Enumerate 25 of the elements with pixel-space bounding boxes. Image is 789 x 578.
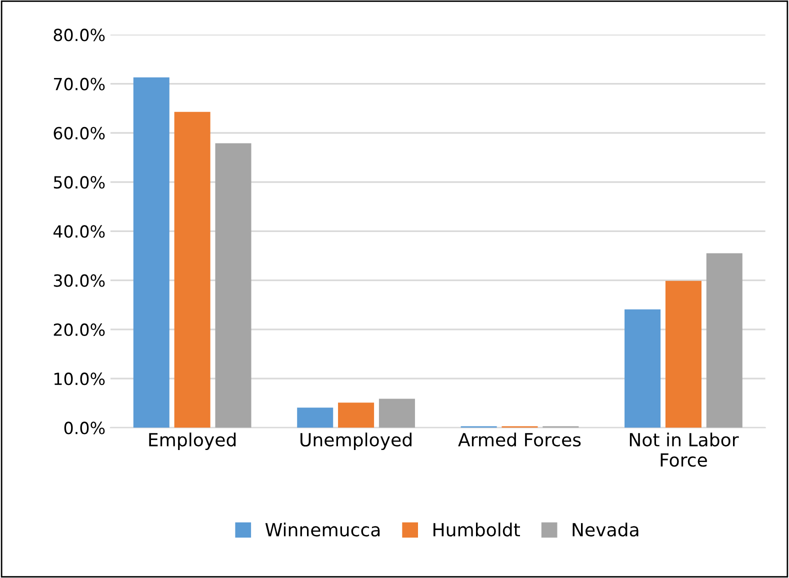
bar bbox=[378, 398, 415, 428]
y-tick-label: 40.0% bbox=[53, 225, 105, 238]
y-tick-label: 60.0% bbox=[54, 126, 105, 140]
bar bbox=[215, 143, 252, 428]
bar bbox=[133, 77, 170, 428]
y-tick-label: 70.0% bbox=[54, 78, 105, 90]
x-tick-label: Armed Forces bbox=[458, 432, 581, 447]
bar bbox=[624, 309, 661, 428]
y-tick-label: 10.0% bbox=[54, 372, 105, 386]
y-tick-label: 20.0% bbox=[54, 323, 105, 336]
legend-label: Humboldt bbox=[434, 522, 520, 537]
x-tick-label: Unemployed bbox=[300, 432, 412, 450]
bar bbox=[706, 253, 742, 428]
bar bbox=[297, 408, 334, 428]
y-tick-label: 0.0% bbox=[64, 422, 105, 434]
y-tick-label: 50.0% bbox=[54, 176, 105, 189]
bar bbox=[665, 280, 702, 428]
bar bbox=[174, 112, 210, 428]
y-tick-label: 30.0% bbox=[54, 274, 105, 287]
bar bbox=[338, 402, 374, 428]
x-tick-label: Employed bbox=[149, 432, 236, 450]
legend-label: Winnemucca bbox=[265, 522, 380, 537]
y-tick-label: 80.0% bbox=[54, 28, 105, 42]
x-tick-label: Not in Labor Force bbox=[630, 432, 739, 467]
legend-label: Nevada bbox=[572, 522, 638, 537]
